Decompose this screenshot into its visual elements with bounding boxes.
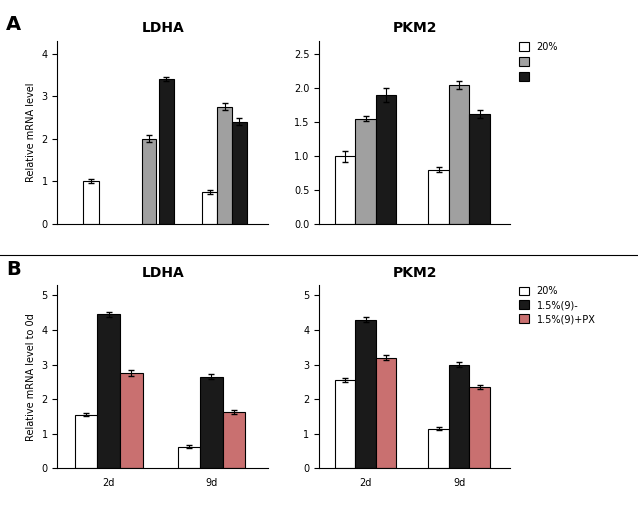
Bar [335,156,355,224]
Title: PKM2: PKM2 [392,266,437,280]
Bar [449,364,470,468]
Text: 9d: 9d [453,356,465,366]
Text: 9d: 9d [218,356,231,366]
Y-axis label: Relative mRNA level: Relative mRNA level [26,82,36,182]
Bar [470,387,490,468]
Legend: 20%, 1.5%(9)-, 1.5%(9)+PX: 20%, 1.5%(9)-, 1.5%(9)+PX [519,286,595,324]
Text: 6d: 6d [360,325,372,335]
Bar [120,373,143,468]
Text: 6d: 6d [152,325,164,335]
Text: 13d: 13d [450,325,468,335]
Title: LDHA: LDHA [141,21,184,36]
Legend: 20%, , : 20%, , [519,42,558,81]
Bar [428,169,449,224]
Title: PKM2: PKM2 [392,21,437,36]
Text: 2d: 2d [359,356,372,366]
Text: 1.5%(9): 1.5%(9) [71,356,110,366]
Bar [232,122,246,224]
Bar [217,107,232,224]
Y-axis label: Relative mRNA level to 0d: Relative mRNA level to 0d [26,313,36,440]
Text: 13d: 13d [216,325,234,335]
Text: 1.5%(5): 1.5%(5) [71,325,110,335]
Bar [75,415,98,468]
Bar [355,320,376,468]
Bar [177,447,200,468]
Bar [200,377,223,468]
Bar [355,119,376,224]
Bar [159,79,174,224]
Bar [376,95,396,224]
Bar [470,114,490,224]
Bar [83,181,99,224]
Text: 2d: 2d [151,356,164,366]
Bar [142,139,156,224]
Text: A: A [6,15,22,34]
Bar [376,358,396,468]
Bar [428,429,449,468]
Bar [202,192,217,224]
Bar [223,412,246,468]
Title: LDHA: LDHA [141,266,184,280]
Text: B: B [6,260,21,278]
Bar [98,315,120,468]
Bar [335,380,355,468]
Bar [449,85,470,224]
